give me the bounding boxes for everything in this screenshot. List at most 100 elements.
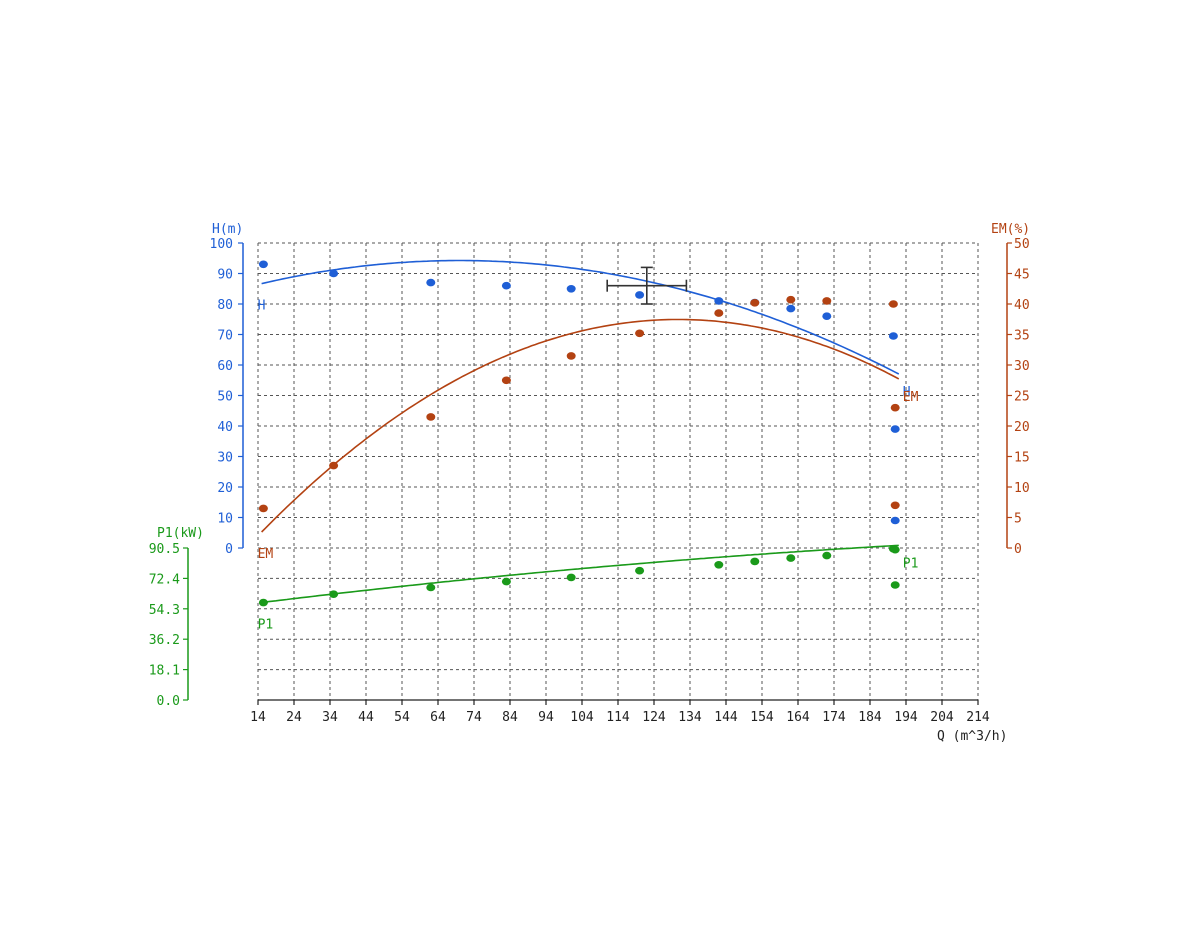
head-tick-label: 10 [217,512,233,527]
data-point-p1 [822,551,832,560]
data-point-em [890,501,900,510]
efficiency-tick-label: 15 [1014,451,1030,466]
x-tick-label: 214 [966,710,990,725]
efficiency-tick-label: 40 [1014,298,1030,313]
x-tick-label: 104 [570,710,594,725]
data-point-h [329,269,339,278]
data-point-p1 [786,554,796,562]
head-tick-label: 40 [217,420,233,435]
curve-p1 [261,544,899,604]
curve-label-em: EM [258,547,274,562]
efficiency-tick-label: 0 [1014,542,1022,557]
data-point-h [258,260,268,269]
power-tick-label: 54.3 [149,603,180,618]
head-tick-label: 100 [210,237,233,252]
head-tick-label: 50 [217,390,233,405]
x-tick-label: 34 [322,710,338,725]
head-tick-label: 30 [217,451,233,466]
chart-axes: 14 24 34 44 54 64 74 84 94 104 114 124 134 144 154 164 1… [149,237,1030,725]
curve-label-p1: P1 [903,556,919,571]
x-tick-label: 204 [930,710,954,725]
chart-data-points [258,260,900,607]
x-tick-label: 44 [358,710,374,725]
head-tick-label: 70 [217,329,233,344]
x-tick-label: 84 [502,710,518,725]
data-point-h [888,332,898,340]
data-point-h [714,297,724,305]
x-tick-label: 164 [786,710,810,725]
data-point-em [750,299,760,307]
data-point-em [786,295,796,304]
power-tick-label: 0.0 [157,694,180,709]
data-point-em [890,403,900,412]
power-tick-label: 36.2 [149,633,180,648]
efficiency-tick-label: 25 [1014,390,1030,405]
curve-h [261,259,900,375]
data-point-p1 [635,566,645,575]
data-point-h [426,278,436,287]
data-point-p1 [501,577,511,586]
data-point-h [822,312,832,321]
data-point-em [635,329,645,338]
curve-label-p1: P1 [258,618,274,633]
head-tick-label: 0 [225,542,233,557]
curve-label-h: H [258,299,266,314]
data-point-p1 [258,598,268,607]
data-point-p1 [714,561,724,569]
duty-point-marker [606,266,688,305]
x-tick-label: 174 [822,710,846,725]
head-tick-label: 60 [217,359,233,374]
data-point-p1 [750,557,760,566]
x-tick-label: 54 [394,710,410,725]
head-tick-label: 20 [217,481,233,496]
curve-em [261,318,900,533]
data-point-em [822,297,832,305]
efficiency-axis-label: EM(%) [991,222,1030,237]
efficiency-tick-label: 45 [1014,268,1030,283]
data-point-h [890,516,900,525]
power-axis-label: P1(kW) [157,526,204,541]
data-point-h [786,304,796,313]
efficiency-tick-label: 5 [1014,512,1022,527]
x-tick-label: 134 [678,710,702,725]
data-point-p1 [890,545,900,554]
data-point-em [714,309,724,317]
power-tick-label: 72.4 [149,572,180,587]
x-tick-label: 154 [750,710,774,725]
x-tick-label: 184 [858,710,882,725]
curve-label-em: EM [903,390,919,405]
data-point-h [635,291,645,299]
data-point-em [329,461,339,470]
curve-label-h: H [903,385,911,400]
power-tick-label: 18.1 [149,664,180,679]
data-point-h [890,425,900,433]
data-point-p1 [329,590,339,598]
efficiency-tick-label: 10 [1014,481,1030,496]
data-point-p1 [426,583,436,592]
data-point-em [566,352,576,360]
chart-grid [257,242,979,701]
data-point-em [258,504,268,513]
x-tick-label: 14 [250,710,266,725]
data-point-h [566,285,576,293]
x-tick-label: 24 [286,710,302,725]
x-axis-label: Q (m^3/h) [937,729,1007,744]
x-tick-label: 194 [894,710,918,725]
efficiency-tick-label: 20 [1014,420,1030,435]
x-tick-label: 74 [466,710,482,725]
data-point-em [501,376,511,385]
data-point-p1 [890,581,900,589]
data-point-h [501,281,511,290]
data-point-em [426,413,436,421]
x-tick-label: 144 [714,710,738,725]
head-tick-label: 90 [217,268,233,283]
x-tick-label: 124 [642,710,666,725]
power-tick-label: 90.5 [149,542,180,557]
head-tick-label: 80 [217,298,233,313]
data-point-p1 [566,573,576,582]
data-point-em [888,300,898,308]
x-tick-label: 114 [606,710,630,725]
head-axis-label: H(m) [212,222,243,237]
